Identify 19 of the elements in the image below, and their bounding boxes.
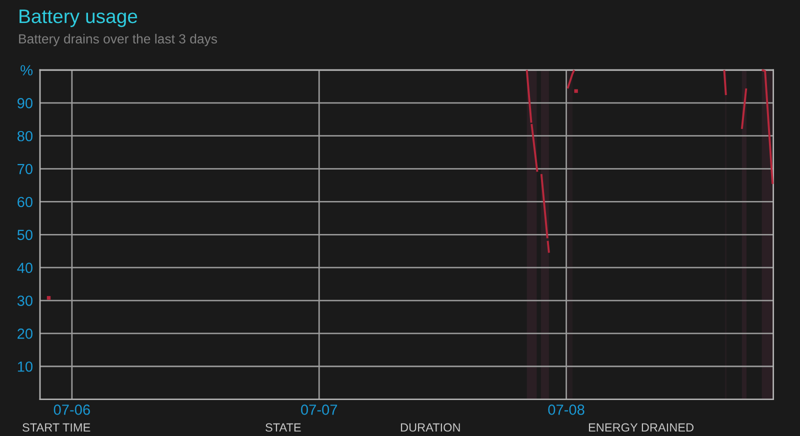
y-tick-label: 30 <box>17 296 32 306</box>
y-tick-label: 50 <box>17 230 32 240</box>
y-tick-label: 90 <box>18 98 32 108</box>
chart-title: Battery usage <box>20 10 138 28</box>
y-tick-label: 70 <box>18 164 32 174</box>
y-tick-label: 80 <box>17 130 32 142</box>
x-tick-label: 07-08 <box>548 404 584 415</box>
x-tick-label: 07-07 <box>301 404 338 415</box>
y-tick-label: 20 <box>18 328 32 339</box>
text: STATE <box>266 423 301 432</box>
text: DURATION <box>400 423 460 432</box>
x-tick-label: 07-06 <box>54 404 90 415</box>
text: START TIME <box>22 423 90 432</box>
text: ENERGY DRAINED <box>588 423 694 432</box>
y-tick-label: 40 <box>17 262 32 274</box>
y-tick-label: % <box>20 65 33 76</box>
chart-subtitle: Battery drains over the last 3 days <box>19 34 218 46</box>
y-tick-label: 10 <box>18 361 32 372</box>
y-tick-label: 60 <box>18 196 32 208</box>
